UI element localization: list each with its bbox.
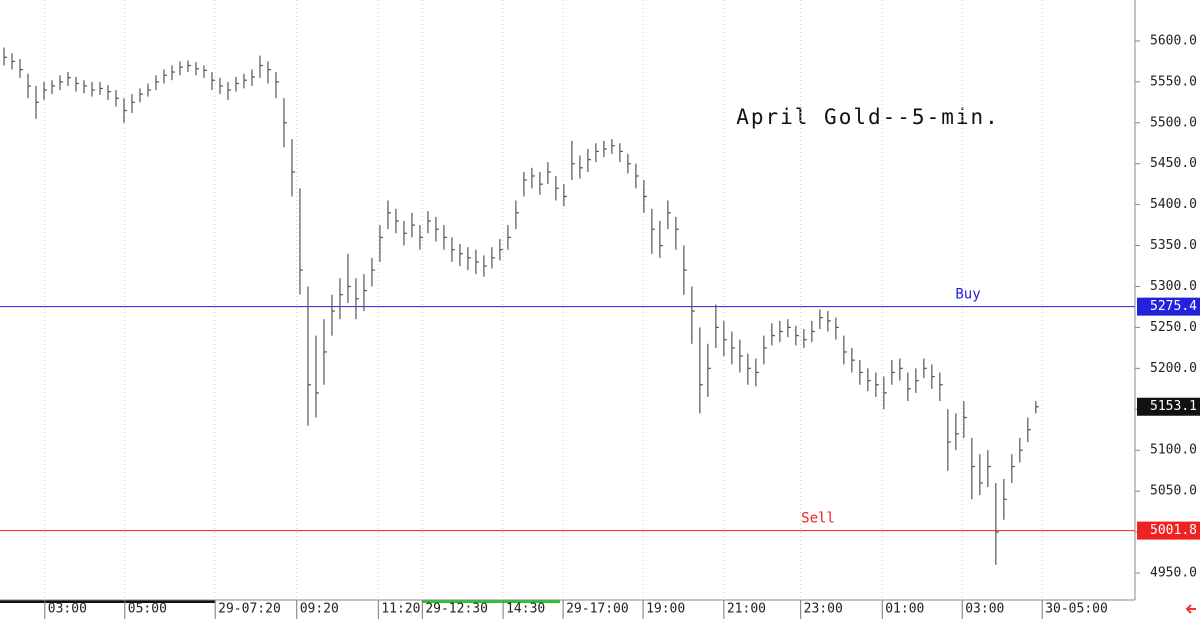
- level-value: 5275.4: [1150, 299, 1197, 314]
- y-tick-label: 5500.0: [1150, 115, 1197, 130]
- x-tick-label: 03:00: [965, 602, 1004, 617]
- x-tick-label: 11:20: [381, 602, 420, 617]
- scroll-arrow[interactable]: [1185, 604, 1196, 614]
- x-tick-label: 19:00: [646, 602, 685, 617]
- y-tick-label: 5400.0: [1150, 197, 1197, 212]
- y-tick-label: 5300.0: [1150, 279, 1197, 294]
- chart-title: April Gold--5-min.: [736, 105, 1000, 129]
- y-tick-label: 4950.0: [1150, 565, 1197, 580]
- y-tick-label: 5600.0: [1150, 33, 1197, 48]
- x-tick-label: 23:00: [804, 602, 843, 617]
- level-box: [1137, 521, 1200, 540]
- x-tick-label: 30-05:00: [1045, 602, 1108, 617]
- x-tick-label: 29-17:00: [566, 602, 629, 617]
- y-tick-label: 5450.0: [1150, 156, 1197, 171]
- last-price-box: [1137, 397, 1200, 416]
- y-tick-label: 5550.0: [1150, 74, 1197, 89]
- level-value: 5001.8: [1150, 523, 1197, 538]
- x-tick-label: 03:00: [48, 602, 87, 617]
- x-tick-label: 01:00: [885, 602, 924, 617]
- y-tick-label: 5200.0: [1150, 361, 1197, 376]
- x-tick-label: 05:00: [128, 602, 167, 617]
- last-price-label: 5153.1: [1150, 399, 1197, 414]
- level-name: Sell: [801, 511, 835, 527]
- y-tick-label: 5100.0: [1150, 443, 1197, 458]
- x-tick-label: 09:20: [300, 602, 339, 617]
- x-tick-label: 29-07:20: [218, 602, 281, 617]
- x-tick-label: 21:00: [727, 602, 766, 617]
- x-tick-label: 29-12:30: [425, 602, 488, 617]
- y-tick-label: 5050.0: [1150, 484, 1197, 499]
- level-box: [1137, 297, 1200, 316]
- session-highlight: [422, 600, 560, 603]
- y-tick-label: 5250.0: [1150, 320, 1197, 335]
- y-tick-label: 5350.0: [1150, 238, 1197, 253]
- x-tick-label: 14:30: [506, 602, 545, 617]
- session-bar: [0, 600, 215, 603]
- level-name: Buy: [955, 287, 980, 303]
